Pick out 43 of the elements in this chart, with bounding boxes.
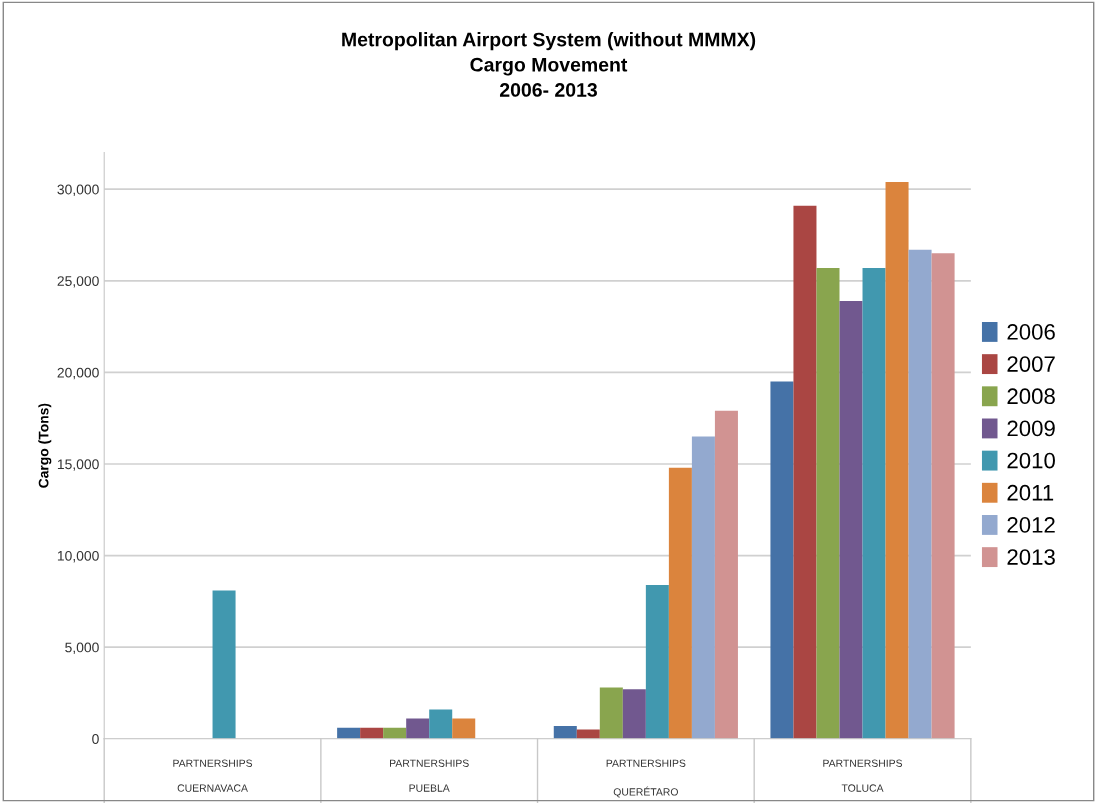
category-label: PARTNERSHIPS CUERNAVACA [173,759,253,792]
legend-label: 2009 [1007,420,1055,437]
bar [885,181,909,739]
y-tick-label: 25,000 [57,276,99,288]
y-tick-label: 5,000 [65,642,99,654]
bar [645,584,669,739]
y-tick-label: 20,000 [57,367,99,380]
bar [452,718,476,739]
bar [931,253,955,739]
y-tick-label: 10,000 [57,550,99,563]
legend-label: 2006 [1007,324,1055,340]
category-label: PARTNERSHIPS TOLUCA [823,759,903,792]
category-label: PARTNERSHIPS QUERÉTARO [606,759,686,798]
legend-label: 2011 [1007,484,1054,501]
bar [691,436,715,739]
bar [816,267,840,739]
bar [429,709,453,739]
bar [770,381,794,739]
bar [793,205,817,739]
y-tick-label: 30,000 [57,184,99,197]
bar [839,300,863,739]
bar [668,467,692,739]
legend-label: 2012 [1007,517,1055,533]
legend-label: 2013 [1007,549,1055,565]
bar [714,410,738,739]
bar [406,718,430,739]
legend-label: 2007 [1007,356,1055,372]
y-tick-label: 15,000 [57,459,99,471]
bar [599,687,623,739]
y-axis-title: Cargo (Tons) [38,403,52,488]
bar [622,689,646,739]
chart-title: Metropolitan Airport System (without MMMX) Cargo Movement 2006- 2013 [342,32,756,97]
bar [337,727,361,739]
y-tick-label: 0 [92,734,99,744]
bar [553,725,577,739]
bar [212,590,236,739]
legend-label: 2010 [1007,452,1055,469]
bar [360,727,384,739]
legend-label: 2008 [1007,388,1055,405]
bar [862,267,886,739]
category-label: PARTNERSHIPS PUEBLA [390,759,469,792]
bar [908,249,932,739]
bar [383,727,407,739]
